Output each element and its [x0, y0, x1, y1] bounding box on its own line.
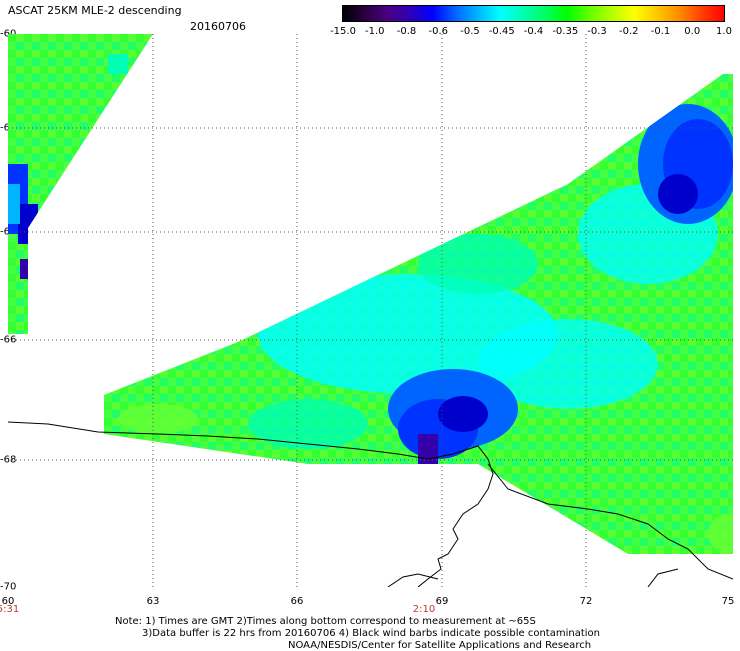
longitude-label: 69 — [435, 596, 449, 607]
left-data-swath — [8, 34, 153, 334]
legend-tick-label: -0.5 — [460, 26, 480, 37]
note-line-3: NOAA/NESDIS/Center for Satellite Applica… — [288, 640, 592, 651]
legend-tick-label: -0.45 — [488, 26, 515, 37]
legend-tick-label: -0.6 — [428, 26, 449, 37]
map-title: ASCAT 25KM MLE-2 descending — [8, 4, 182, 17]
note-line-2: 3)Data buffer is 22 hrs from 20160706 4)… — [142, 628, 600, 639]
time-label-mid: 2:10 — [412, 604, 436, 615]
longitude-label: 60 — [1, 596, 15, 607]
legend-tick-label: -0.2 — [618, 26, 639, 37]
longitude-label: 66 — [290, 596, 304, 607]
time-label-start: 5:31 — [0, 604, 20, 615]
main-data-swath — [104, 74, 733, 554]
legend-tick-label: -0.4 — [523, 26, 544, 37]
legend-tick-label: 0.0 — [684, 26, 701, 37]
legend-tick-label: 1.0 — [716, 26, 732, 37]
legend-tick-label: -1.0 — [364, 26, 385, 37]
longitude-label: 75 — [721, 596, 735, 607]
legend-tick-label: -0.1 — [650, 26, 671, 37]
legend-tick-label: -0.35 — [552, 26, 579, 37]
legend-tick-label: -15.0 — [330, 26, 356, 37]
legend-tick-label: -0.8 — [396, 26, 417, 37]
legend-tick-label: -0.3 — [587, 26, 607, 37]
scatterometer-map — [8, 34, 733, 587]
color-legend-bar — [342, 5, 725, 22]
coastline — [8, 421, 733, 587]
map-date: 20160706 — [190, 20, 246, 33]
longitude-label: 72 — [579, 596, 593, 607]
graticule — [8, 34, 733, 587]
note-line-1: Note: 1) Times are GMT 2)Times along bot… — [115, 616, 536, 627]
longitude-label: 63 — [146, 596, 160, 607]
latitude-label: -70 — [0, 581, 17, 593]
